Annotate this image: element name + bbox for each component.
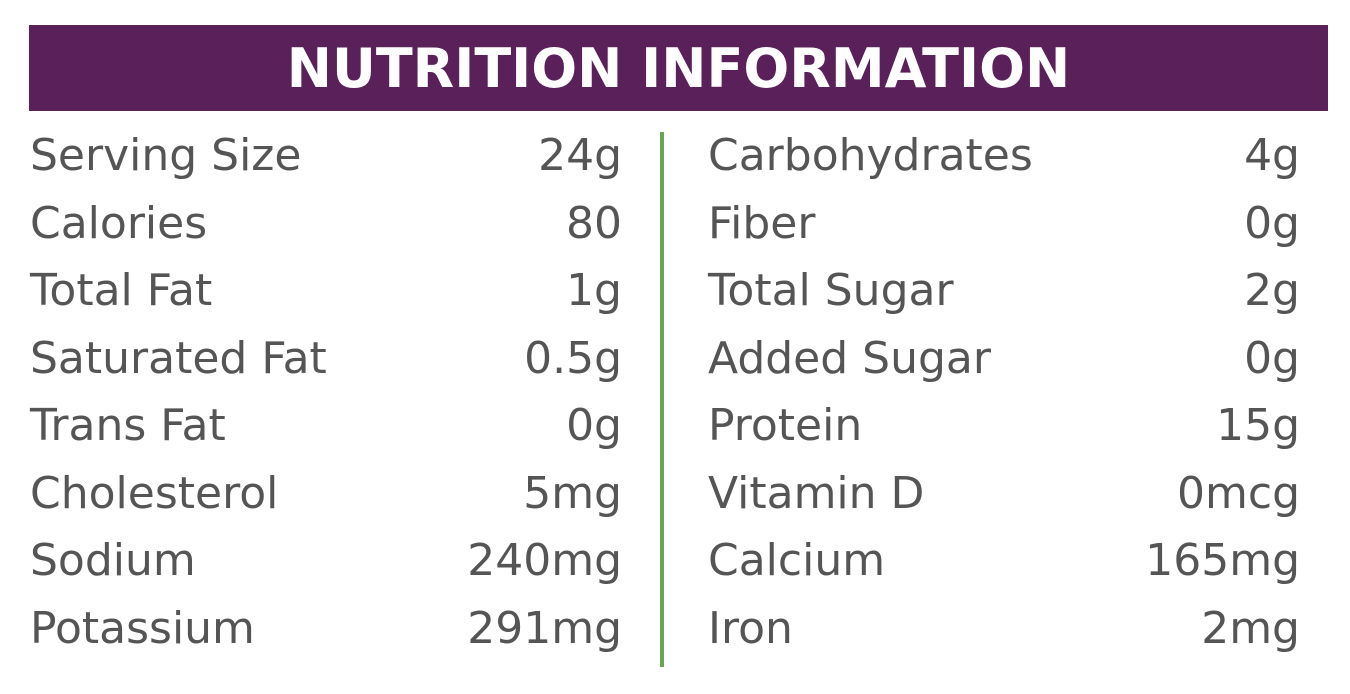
nutrient-amount: 0.5g [524, 332, 622, 384]
nutrient-amount: 4g [1244, 130, 1300, 181]
nutrient-row: Calcium 165mg [708, 527, 1300, 595]
nutrient-name: Calcium [708, 535, 886, 586]
nutrient-amount: 0g [566, 400, 622, 451]
divider [660, 132, 664, 667]
nutrient-amount: 0g [1244, 197, 1300, 249]
nutrient-amount: 5mg [523, 467, 622, 519]
nutrient-row: Protein 15g [708, 392, 1300, 460]
nutrient-name: Sodium [30, 535, 196, 586]
nutrient-name: Serving Size [30, 130, 302, 181]
nutrient-name: Carbohydrates [708, 130, 1033, 181]
nutrient-name: Vitamin D [708, 467, 925, 519]
nutrient-row: Saturated Fat 0.5g [30, 325, 622, 393]
nutrient-amount: 24g [538, 130, 622, 181]
nutrient-row: Added Sugar 0g [708, 325, 1300, 393]
nutrient-name: Potassium [30, 602, 255, 654]
nutrient-name: Trans Fat [30, 400, 226, 451]
nutrient-row: Sodium 240mg [30, 527, 622, 595]
nutrient-name: Iron [708, 602, 793, 654]
nutrient-amount: 15g [1216, 400, 1300, 451]
left-column: Serving Size 24g Calories 80 Total Fat 1g Satu… [30, 122, 622, 662]
nutrient-amount: 0mcg [1177, 467, 1300, 519]
nutrient-amount: 80 [566, 197, 622, 249]
nutrient-name: Total Fat [30, 265, 213, 316]
nutrient-row: Serving Size 24g [30, 122, 622, 190]
nutrient-name: Saturated Fat [30, 332, 327, 384]
nutrient-name: Fiber [708, 197, 816, 249]
nutrient-name: Calories [30, 197, 208, 249]
nutrient-amount: 240mg [467, 535, 622, 586]
nutrient-amount: 291mg [467, 602, 622, 654]
nutrient-amount: 2g [1244, 265, 1300, 316]
nutrient-amount: 2mg [1201, 602, 1300, 654]
nutrient-name: Total Sugar [708, 265, 954, 316]
nutrient-row: Calories 80 [30, 190, 622, 258]
nutrient-amount: 1g [566, 265, 622, 316]
nutrient-row: Total Fat 1g [30, 257, 622, 325]
nutrient-row: Total Sugar 2g [708, 257, 1300, 325]
nutrient-row: Fiber 0g [708, 190, 1300, 258]
nutrient-row: Vitamin D 0mcg [708, 460, 1300, 528]
nutrient-amount: 165mg [1145, 535, 1300, 586]
nutrient-row: Iron 2mg [708, 595, 1300, 663]
right-column: Carbohydrates 4g Fiber 0g Total Sugar 2g Added… [708, 122, 1300, 662]
nutrient-name: Protein [708, 400, 863, 451]
nutrient-row: Cholesterol 5mg [30, 460, 622, 528]
nutrient-row: Trans Fat 0g [30, 392, 622, 460]
nutrient-row: Potassium 291mg [30, 595, 622, 663]
nutrient-amount: 0g [1244, 332, 1300, 384]
nutrient-name: Cholesterol [30, 467, 279, 519]
nutrient-name: Added Sugar [708, 332, 991, 384]
nutrient-row: Carbohydrates 4g [708, 122, 1300, 190]
title-banner: NUTRITION INFORMATION [29, 25, 1328, 111]
